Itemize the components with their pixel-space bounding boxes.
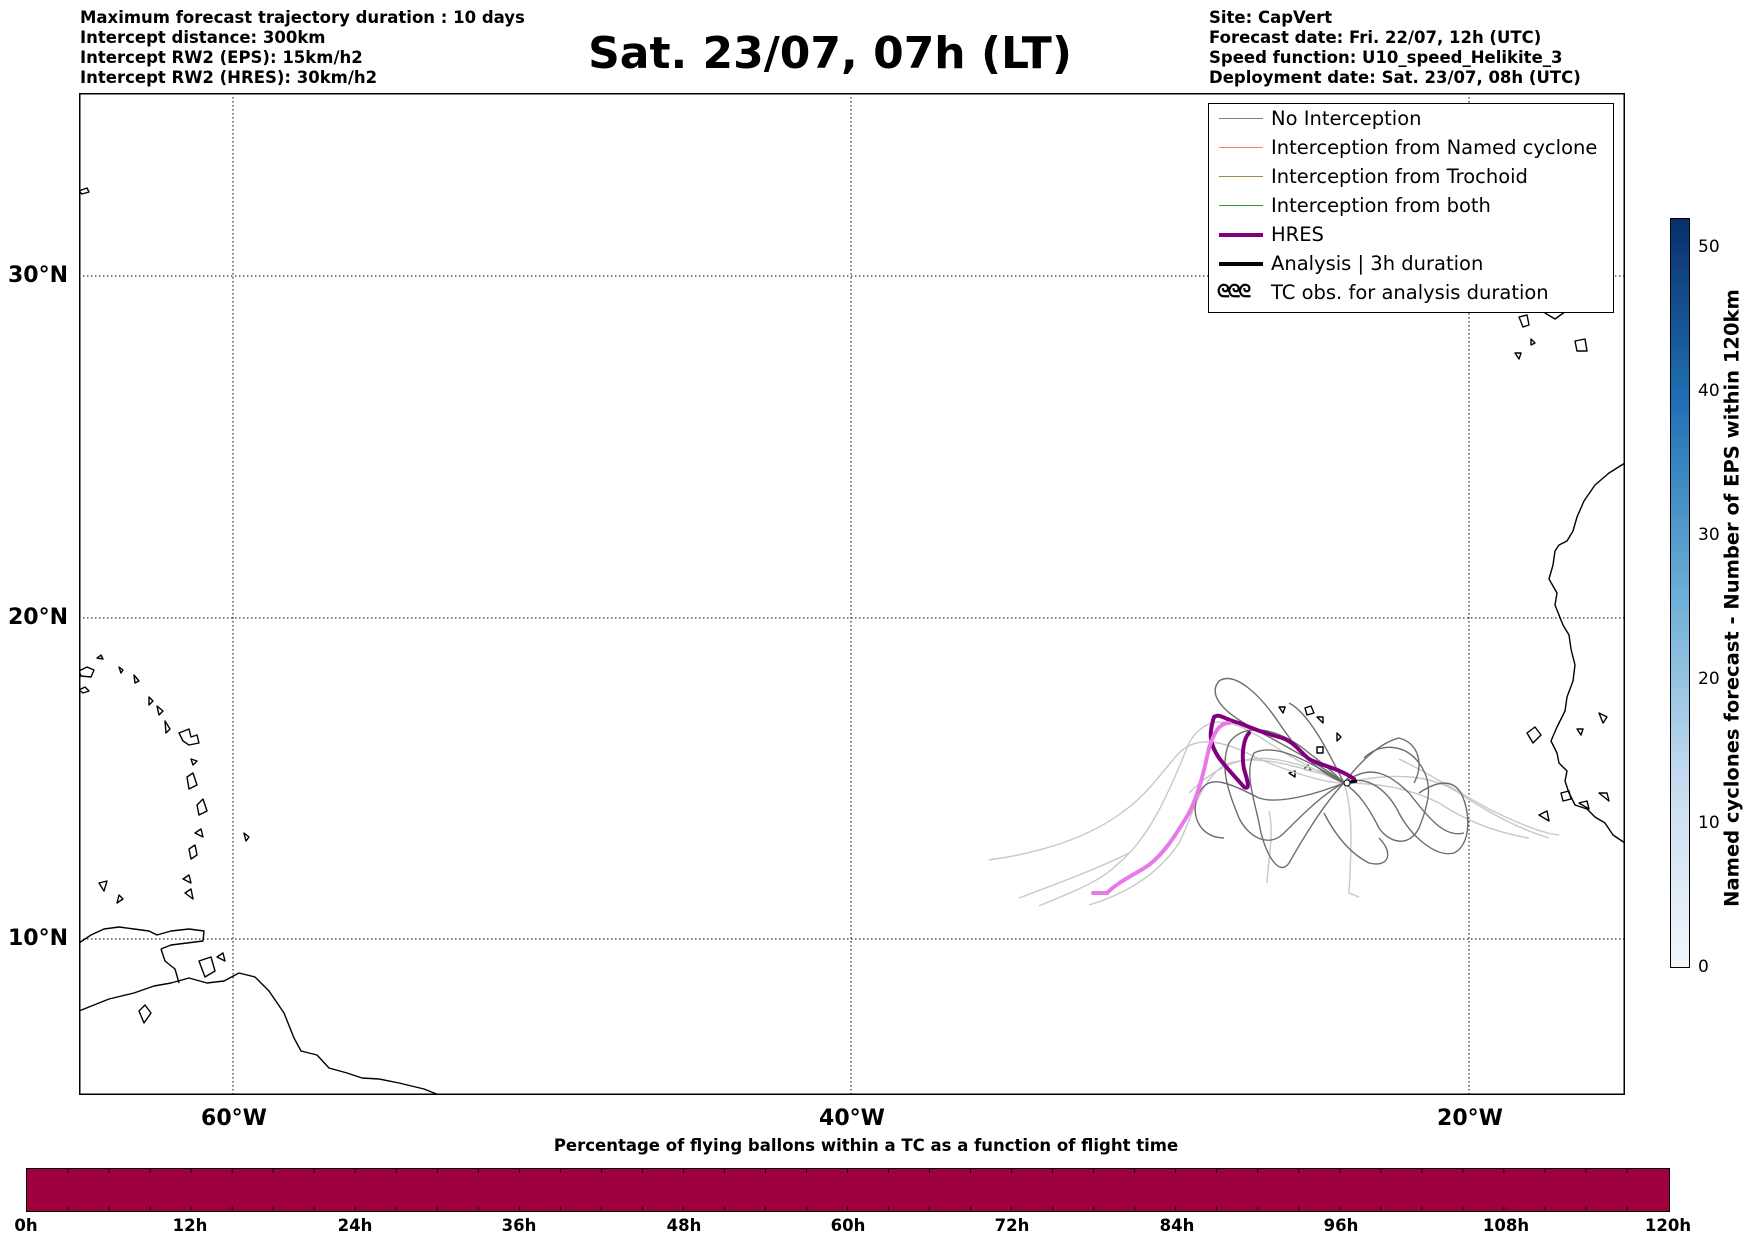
- legend-label: Analysis | 3h duration: [1271, 252, 1484, 275]
- time-tick: 12h: [172, 1216, 208, 1235]
- time-tick: 36h: [501, 1216, 537, 1235]
- legend-item-named-cyclone: Interception from Named cyclone: [1209, 133, 1613, 162]
- time-tick: 24h: [337, 1216, 373, 1235]
- legend-item-no-interception: No Interception: [1209, 104, 1613, 133]
- cyclone-colorbar: [1670, 218, 1690, 968]
- legend-line-named-cyclone: [1219, 147, 1263, 148]
- coast-cape-verde: [1304, 705, 1315, 716]
- legend-line-both: [1219, 205, 1263, 206]
- colorbar-tick: 0: [1698, 957, 1709, 977]
- legend-line-trochoid: [1219, 176, 1263, 177]
- coast-africa: [1548, 462, 1625, 844]
- coast-canary-islands: [1518, 314, 1530, 328]
- map-title: Sat. 23/07, 07h (LT): [588, 28, 1072, 79]
- coast-guadeloupe: [178, 728, 200, 746]
- time-tick: 72h: [994, 1216, 1030, 1235]
- coast-barbados: [243, 832, 250, 842]
- colorbar-tick: 10: [1698, 813, 1720, 833]
- legend-label: Interception from Named cyclone: [1271, 136, 1598, 159]
- header-left-line: Intercept distance: 300km: [80, 28, 326, 47]
- lon-label-60w: 60°W: [201, 1106, 267, 1131]
- legend-label: No Interception: [1271, 107, 1422, 130]
- legend-item-analysis: Analysis | 3h duration: [1209, 249, 1613, 278]
- lat-label-20n: 20°N: [8, 605, 69, 630]
- header-right-line: Speed function: U10_speed_Helikite_3: [1209, 48, 1563, 67]
- map-border: [79, 93, 1625, 1095]
- tc-percentage-bar: [26, 1168, 1670, 1212]
- header-right-line: Site: CapVert: [1209, 8, 1333, 27]
- time-tick: 48h: [666, 1216, 702, 1235]
- time-tick: 108h: [1482, 1216, 1530, 1235]
- bottom-bar-ticks: [67, 1169, 1628, 1210]
- coast-south-america: [79, 972, 440, 1095]
- lat-label-10n: 10°N: [8, 926, 69, 951]
- colorbar-tick: 20: [1698, 669, 1720, 689]
- lat-label-30n: 30°N: [8, 263, 69, 288]
- map-frame: [79, 93, 1625, 1095]
- coastlines: [79, 187, 1625, 1095]
- coast-st-lucia: [196, 798, 208, 816]
- colorbar-tick: 50: [1698, 237, 1720, 257]
- legend-label: Interception from both: [1271, 194, 1491, 217]
- time-tick: 120h: [1644, 1216, 1692, 1235]
- coast-venezuela: [79, 926, 205, 950]
- eps-trajectories-light: [988, 721, 1560, 907]
- coast-puerto-rico: [79, 666, 95, 678]
- time-tick: 84h: [1159, 1216, 1195, 1235]
- lon-label-40w: 40°W: [819, 1106, 885, 1131]
- header-right: Site: CapVert Forecast date: Fri. 22/07,…: [1209, 8, 1581, 88]
- legend-line-no-interception: [1219, 118, 1263, 119]
- legend-line-analysis: [1219, 262, 1263, 266]
- legend-label: HRES: [1271, 223, 1324, 246]
- hres-early-track: [1091, 721, 1231, 895]
- bottom-bar-title: Percentage of flying ballons within a TC…: [553, 1136, 1179, 1155]
- legend-line-hres: [1219, 233, 1263, 237]
- header-left-line: Intercept RW2 (HRES): 30km/h2: [80, 68, 378, 87]
- lon-label-20w: 20°W: [1437, 1106, 1503, 1131]
- legend: No Interception Interception from Named …: [1208, 103, 1614, 313]
- colorbar-label: Named cyclones forecast - Number of EPS …: [1720, 289, 1744, 907]
- legend-label: TC obs. for analysis duration: [1271, 281, 1549, 304]
- coast-martinique: [186, 772, 198, 790]
- time-tick: 60h: [830, 1216, 866, 1235]
- header-right-line: Forecast date: Fri. 22/07, 12h (UTC): [1209, 28, 1542, 47]
- legend-item-hres: HRES: [1209, 220, 1613, 249]
- time-tick: 96h: [1323, 1216, 1359, 1235]
- header-left-line: Maximum forecast trajectory duration : 1…: [80, 8, 525, 27]
- cyclone-symbols-icon: ᘓᘓᘓ: [1217, 281, 1251, 302]
- coast-trinidad: [198, 956, 216, 978]
- coast-gulf: [160, 948, 180, 984]
- deployment-site-marker: [1343, 779, 1351, 787]
- header-left-line: Intercept RW2 (EPS): 15km/h2: [80, 48, 363, 67]
- legend-label: Interception from Trochoid: [1271, 165, 1528, 188]
- legend-item-both: Interception from both: [1209, 191, 1613, 220]
- colorbar-tick: 30: [1698, 525, 1720, 545]
- header-right-line: Deployment date: Sat. 23/07, 08h (UTC): [1209, 68, 1581, 87]
- legend-item-trochoid: Interception from Trochoid: [1209, 162, 1613, 191]
- time-tick: 0h: [14, 1216, 38, 1235]
- colorbar-tick: 40: [1698, 381, 1720, 401]
- legend-item-tc-obs: ᘓᘓᘓ TC obs. for analysis duration: [1209, 278, 1613, 307]
- header-left: Maximum forecast trajectory duration : 1…: [80, 8, 525, 88]
- hres-track: [1208, 713, 1356, 790]
